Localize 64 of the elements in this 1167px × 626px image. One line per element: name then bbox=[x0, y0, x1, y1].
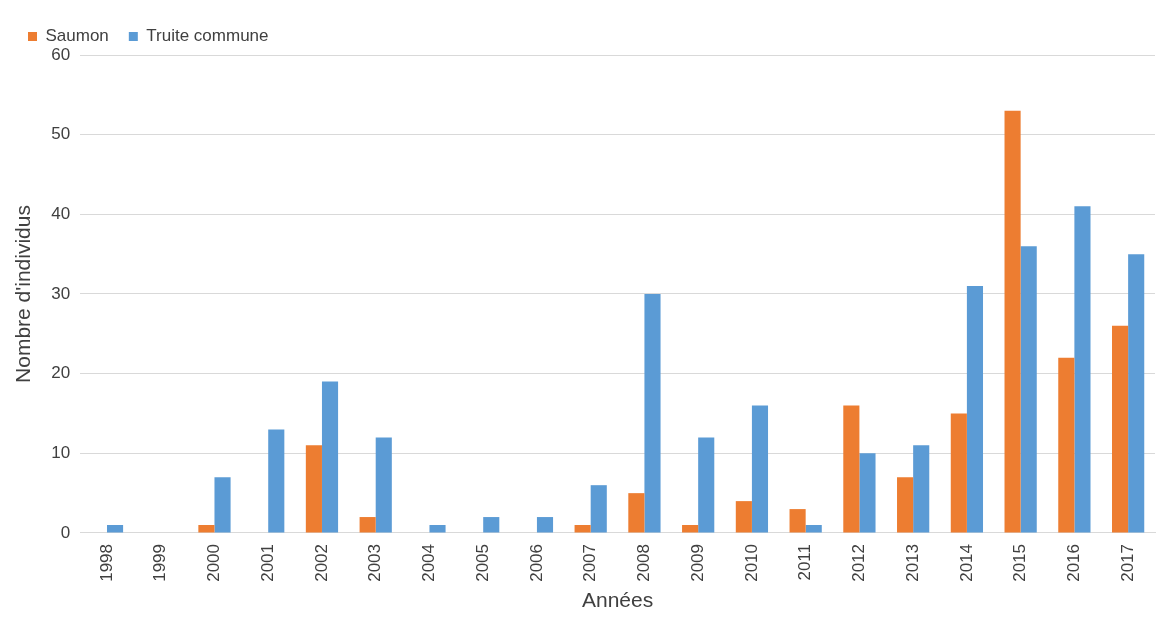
y-tick-label: 10 bbox=[51, 443, 71, 463]
x-tick-label: 2015 bbox=[1010, 543, 1030, 582]
x-tick-label: 2012 bbox=[849, 543, 869, 582]
x-tick-label: 2000 bbox=[204, 543, 224, 582]
y-tick-label: 50 bbox=[51, 124, 71, 144]
bar bbox=[321, 381, 339, 533]
x-tick-label: 2011 bbox=[795, 543, 815, 581]
bar bbox=[483, 517, 500, 533]
bar bbox=[950, 413, 967, 533]
x-tick-label: 1998 bbox=[96, 543, 116, 582]
x-tick-label: 2008 bbox=[634, 543, 654, 582]
bar bbox=[536, 517, 554, 533]
legend-label: Truite commune bbox=[146, 26, 269, 46]
bar bbox=[644, 293, 661, 533]
bar bbox=[359, 517, 376, 533]
bar bbox=[574, 525, 591, 533]
y-tick-label: 30 bbox=[51, 283, 71, 303]
bar bbox=[682, 525, 699, 533]
bar bbox=[1020, 246, 1037, 533]
bar bbox=[198, 525, 215, 533]
bar bbox=[843, 405, 860, 533]
bar bbox=[214, 477, 231, 533]
bar bbox=[1074, 206, 1091, 533]
y-tick-label: 0 bbox=[60, 522, 71, 542]
bar bbox=[751, 405, 769, 533]
x-tick-label: 1999 bbox=[150, 543, 170, 582]
bar bbox=[966, 286, 984, 533]
y-tick-label: 60 bbox=[51, 44, 71, 64]
bar bbox=[628, 493, 645, 533]
x-tick-label: 2017 bbox=[1117, 543, 1137, 582]
bar bbox=[375, 437, 392, 533]
x-tick-label: 2016 bbox=[1064, 543, 1084, 582]
bar bbox=[1004, 110, 1021, 533]
x-tick-label: 2003 bbox=[365, 543, 385, 582]
bar bbox=[268, 429, 285, 533]
bar bbox=[897, 477, 914, 533]
x-axis-title: Années bbox=[581, 588, 654, 612]
bar bbox=[698, 437, 715, 533]
bar bbox=[106, 525, 124, 533]
bar bbox=[429, 525, 446, 533]
bar bbox=[305, 445, 322, 533]
bar bbox=[789, 509, 806, 533]
bar bbox=[913, 445, 930, 533]
x-tick-label: 2014 bbox=[956, 543, 976, 582]
bar bbox=[1058, 357, 1075, 533]
y-tick-label: 40 bbox=[51, 204, 71, 224]
x-tick-label: 2010 bbox=[741, 543, 761, 582]
x-tick-label: 2005 bbox=[472, 543, 492, 582]
bar bbox=[590, 485, 607, 533]
legend-label: Saumon bbox=[45, 26, 109, 46]
x-tick-label: 2002 bbox=[311, 543, 331, 582]
bar bbox=[1128, 254, 1145, 533]
x-tick-label: 2007 bbox=[580, 543, 600, 582]
bar bbox=[859, 453, 876, 533]
x-tick-label: 2006 bbox=[526, 543, 546, 582]
x-tick-label: 2013 bbox=[902, 543, 922, 582]
y-axis-title: Nombre d'individus bbox=[11, 205, 35, 383]
x-tick-label: 2001 bbox=[257, 543, 277, 582]
y-tick-label: 20 bbox=[51, 363, 71, 383]
bar bbox=[1112, 325, 1129, 533]
bar bbox=[805, 525, 822, 533]
x-tick-label: 2004 bbox=[419, 543, 439, 582]
bar bbox=[735, 501, 752, 533]
x-tick-label: 2009 bbox=[687, 543, 707, 582]
